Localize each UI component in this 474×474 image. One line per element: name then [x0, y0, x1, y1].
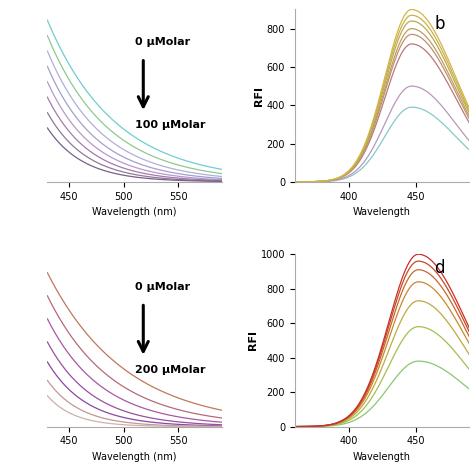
X-axis label: Wavelength: Wavelength: [353, 452, 411, 462]
Text: 100 μMolar: 100 μMolar: [135, 120, 205, 130]
Y-axis label: RFI: RFI: [254, 86, 264, 106]
Y-axis label: RFI: RFI: [248, 330, 258, 350]
Text: 0 μMolar: 0 μMolar: [135, 282, 190, 292]
X-axis label: Wavelength: Wavelength: [353, 207, 411, 217]
Text: d: d: [434, 259, 445, 277]
Text: 0 μMolar: 0 μMolar: [135, 37, 190, 47]
Text: 200 μMolar: 200 μMolar: [135, 365, 205, 374]
X-axis label: Wavelength (nm): Wavelength (nm): [92, 452, 177, 462]
X-axis label: Wavelength (nm): Wavelength (nm): [92, 207, 177, 217]
Text: b: b: [434, 15, 445, 33]
